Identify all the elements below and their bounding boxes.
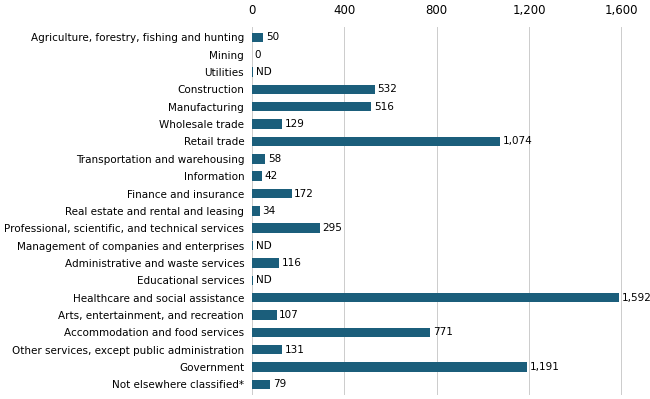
Bar — [252, 154, 265, 164]
Text: 172: 172 — [294, 188, 314, 199]
Text: 516: 516 — [374, 102, 394, 112]
Bar — [252, 276, 253, 285]
Text: 107: 107 — [280, 310, 299, 320]
Text: 58: 58 — [268, 154, 281, 164]
Text: ND: ND — [255, 275, 271, 285]
Text: 0: 0 — [255, 49, 261, 60]
Text: 79: 79 — [273, 379, 286, 389]
Text: 42: 42 — [265, 171, 278, 181]
Text: 1,191: 1,191 — [530, 362, 560, 372]
Bar — [252, 362, 527, 372]
Text: 532: 532 — [378, 84, 397, 95]
Bar — [252, 67, 253, 77]
Text: 295: 295 — [322, 223, 343, 233]
Bar — [252, 85, 374, 94]
Bar — [252, 241, 253, 250]
Bar — [252, 189, 292, 198]
Bar — [252, 328, 430, 337]
Text: 50: 50 — [266, 32, 280, 42]
Bar — [252, 310, 276, 320]
Text: 129: 129 — [284, 119, 304, 129]
Bar — [252, 119, 281, 129]
Text: 116: 116 — [281, 258, 301, 268]
Bar — [252, 293, 619, 302]
Text: 1,074: 1,074 — [502, 136, 532, 146]
Text: ND: ND — [255, 67, 271, 77]
Text: 771: 771 — [433, 327, 452, 337]
Text: 131: 131 — [285, 345, 305, 355]
Text: 1,592: 1,592 — [622, 292, 650, 302]
Bar — [252, 102, 371, 111]
Bar — [252, 345, 282, 354]
Bar — [252, 172, 261, 181]
Bar — [252, 206, 259, 215]
Bar — [252, 223, 320, 233]
Text: 34: 34 — [263, 206, 276, 216]
Bar — [252, 137, 500, 146]
Text: ND: ND — [255, 241, 271, 251]
Bar — [252, 33, 263, 42]
Bar — [252, 258, 279, 268]
Bar — [252, 379, 270, 389]
